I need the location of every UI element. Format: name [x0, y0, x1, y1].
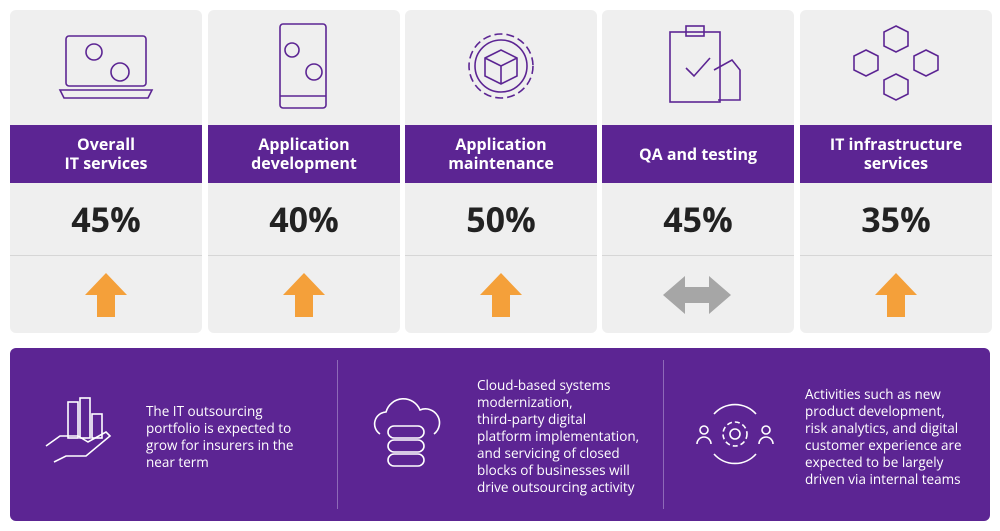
text-line: drive outsourcing activity	[477, 478, 635, 496]
card-label: IT infrastructure services	[800, 125, 992, 183]
text-line: risk analytics, and digital	[805, 419, 959, 437]
text-line: platform implementation,	[477, 427, 640, 445]
text-line: QA and testing	[638, 142, 758, 165]
text-line: The IT outsourcing	[146, 402, 263, 420]
text-line: and servicing of closed	[477, 444, 620, 462]
text-line: product development,	[805, 402, 945, 420]
separator	[337, 360, 338, 509]
text-line: portfolio is expected to	[146, 419, 292, 437]
text-line: modernization,	[477, 393, 573, 411]
card: Application development 40%	[208, 10, 400, 333]
up-arrow	[875, 273, 917, 317]
card: IT infrastructure services 35%	[800, 10, 992, 333]
text-line: third-party digital	[477, 410, 587, 428]
clipboard-icon	[669, 25, 741, 103]
gear-box-icon	[468, 33, 534, 99]
card-label: Application maintenance	[405, 125, 597, 183]
text-line: Application	[455, 133, 547, 155]
card-value: 45%	[663, 196, 733, 242]
text-line: services	[863, 152, 929, 174]
text-line: IT infrastructure	[829, 133, 963, 155]
card-label: Application development	[208, 125, 400, 183]
text-line: expected to be largely	[805, 453, 944, 471]
up-arrow	[283, 273, 325, 317]
cubes-icon	[853, 25, 939, 101]
text-line: Activities such as new	[805, 385, 941, 403]
card-label: QA and testing	[602, 125, 794, 183]
text-line: Overall	[77, 133, 135, 155]
card: QA and testing 45%	[602, 10, 794, 333]
text-line: Cloud-based systems	[477, 376, 611, 394]
divider	[208, 255, 400, 256]
phone-icon	[279, 23, 327, 109]
up-arrow	[480, 273, 522, 317]
divider	[405, 255, 597, 256]
growth-hand-icon	[45, 397, 112, 463]
team-gear-icon	[696, 403, 774, 465]
flat-arrow	[663, 276, 731, 314]
card-label: Overall IT services	[10, 125, 202, 183]
text-line: Application	[258, 133, 350, 155]
up-arrow	[85, 273, 127, 317]
card-value: 35%	[861, 196, 931, 242]
text-line: driven via internal teams	[805, 470, 961, 488]
separator	[663, 360, 664, 509]
text-line: customer experience are	[805, 436, 962, 454]
notes-panel: The IT outsourcing portfolio is expected …	[10, 348, 990, 521]
divider	[800, 255, 992, 256]
note-text: The IT outsourcing portfolio is expected …	[146, 403, 293, 471]
note-text: Activities such as new product developmen…	[805, 386, 962, 488]
card-value: 40%	[269, 196, 339, 242]
card-value: 50%	[466, 196, 536, 242]
card: Application maintenance 50%	[405, 10, 597, 333]
card-value: 45%	[71, 196, 141, 242]
text-line: maintenance	[448, 152, 554, 174]
laptop-icon	[58, 35, 154, 99]
text-line: development	[251, 152, 357, 174]
divider	[602, 255, 794, 256]
card: Overall IT services 45%	[10, 10, 202, 333]
note-text: Cloud-based systems modernization, third-p…	[477, 377, 639, 496]
text-line: grow for insurers in the	[146, 436, 294, 454]
text-line: blocks of businesses will	[477, 461, 630, 479]
text-line: near term	[146, 453, 209, 471]
text-line: IT services	[64, 152, 148, 174]
cloud-db-icon	[373, 398, 441, 467]
divider	[10, 255, 202, 256]
